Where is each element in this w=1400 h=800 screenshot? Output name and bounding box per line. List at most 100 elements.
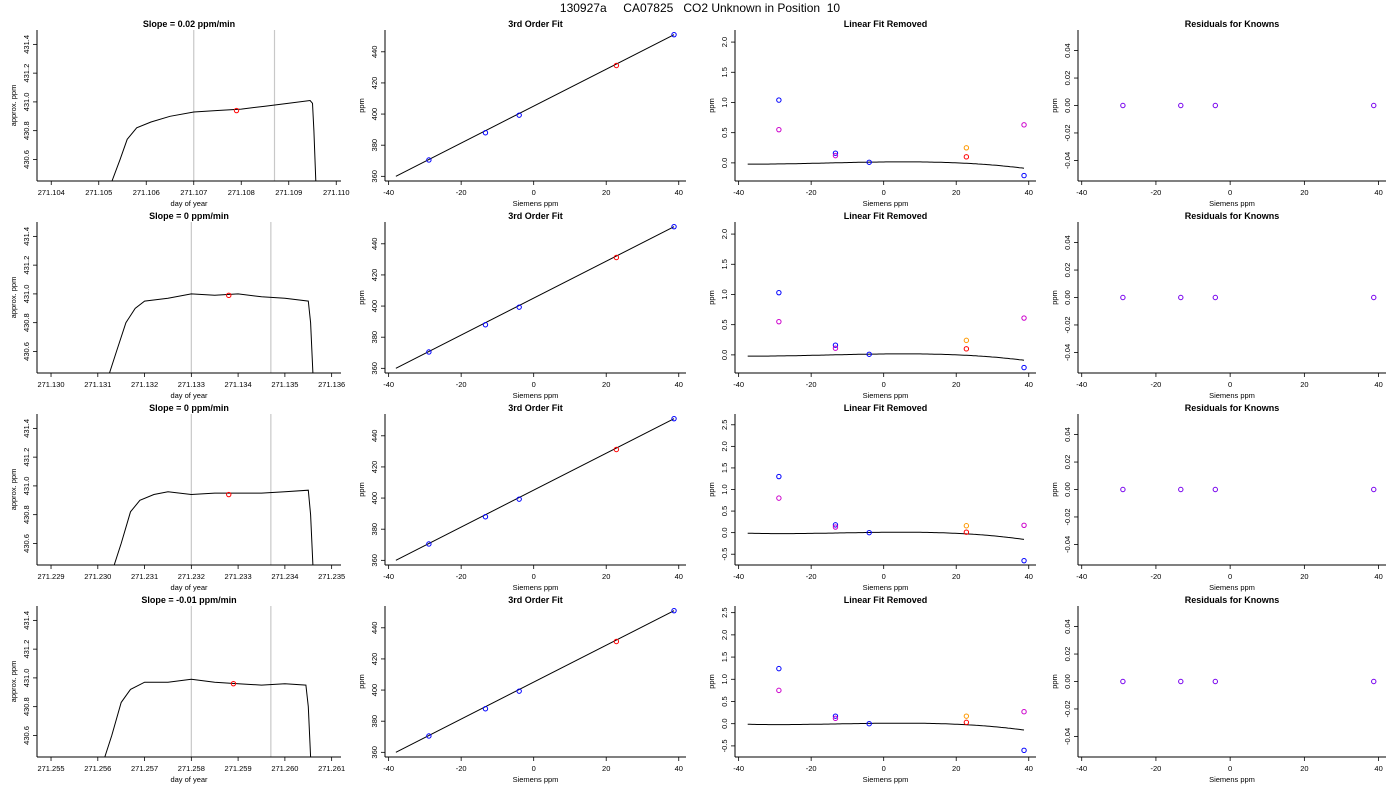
x-tick-label: 271.104: [38, 188, 65, 197]
y-tick-label: 431.4: [22, 611, 31, 630]
data-point: [426, 733, 432, 739]
data-point: [1371, 486, 1377, 493]
data-point: [613, 638, 620, 645]
panel-r4-c4: Residuals for Knowns -40 -20 0 20 40 Siemens p…: [1050, 595, 1386, 784]
x-tick-label: 20: [1300, 764, 1308, 773]
data-point: [963, 719, 970, 726]
data-point: [1021, 122, 1027, 128]
fit-line: [395, 610, 675, 753]
panel-title: Slope = 0 ppm/min: [149, 403, 229, 413]
y-tick-label: 0.5: [720, 319, 729, 329]
data-point: [1371, 102, 1377, 109]
x-axis-label: Siemens ppm: [1209, 391, 1255, 400]
y-tick-label: 0.02: [1063, 263, 1072, 278]
data-point: [832, 713, 839, 719]
y-axis-label: ppm: [1050, 290, 1059, 305]
x-tick-label: 20: [1300, 572, 1308, 581]
y-tick-label: 1.5: [720, 652, 729, 662]
x-tick-label: 271.131: [84, 380, 111, 389]
x-tick-label: 40: [1025, 188, 1033, 197]
data-point: [776, 289, 782, 296]
data-point: [1178, 294, 1184, 301]
data-point: [613, 446, 620, 453]
y-tick-label: -0.02: [1063, 508, 1072, 525]
y-axis-label: approx. ppm: [9, 469, 18, 511]
y-tick-label: 0.00: [1063, 674, 1072, 689]
panel-title: Slope = 0.02 ppm/min: [143, 19, 235, 29]
x-tick-label: 0: [532, 764, 536, 773]
y-tick-label: 430.8: [22, 313, 31, 332]
plot-area: [1120, 678, 1377, 685]
y-tick-label: 431.4: [22, 227, 31, 246]
y-tick-label: 1.5: [720, 67, 729, 77]
y-axis-label: ppm: [357, 482, 366, 497]
y-tick-label: 0.04: [1063, 235, 1072, 250]
x-tick-label: 0: [882, 764, 886, 773]
data-point: [1212, 102, 1219, 109]
x-axis-label: day of year: [170, 391, 208, 400]
y-tick-label: 420: [370, 77, 379, 90]
y-tick-label: 1.5: [720, 259, 729, 269]
panel-r3-c2: 3rd Order Fit -40 -20 0 20 40 Siemens ppm 360 38…: [357, 403, 686, 592]
y-tick-label: -0.04: [1063, 536, 1072, 553]
plot-area: [747, 665, 1027, 754]
data-point: [776, 495, 782, 501]
y-tick-label: 431.2: [22, 640, 31, 659]
data-point: [671, 31, 677, 38]
y-tick-label: 430.8: [22, 697, 31, 716]
data-point: [482, 706, 489, 712]
plot-area: [109, 222, 314, 373]
y-tick-label: 431.0: [22, 285, 31, 304]
data-point: [1371, 678, 1377, 685]
fit-line: [395, 34, 675, 177]
y-tick-label: 380: [370, 523, 379, 536]
fit-curve: [747, 161, 1025, 169]
x-tick-label: -40: [383, 188, 394, 197]
x-tick-label: 40: [1025, 572, 1033, 581]
y-tick-label: 430.6: [22, 150, 31, 169]
x-axis-label: day of year: [170, 775, 208, 784]
y-tick-label: 431.0: [22, 477, 31, 496]
panel-r4-c2: 3rd Order Fit -40 -20 0 20 40 Siemens ppm 360 38…: [357, 595, 686, 784]
data-point: [1120, 486, 1126, 493]
x-tick-label: 0: [532, 380, 536, 389]
data-point: [671, 607, 677, 614]
data-point: [776, 97, 782, 103]
data-point: [516, 688, 522, 694]
y-axis-label: ppm: [1050, 482, 1059, 497]
y-axis-label: ppm: [1050, 98, 1059, 113]
x-tick-label: -20: [456, 764, 467, 773]
y-tick-label: 420: [370, 269, 379, 282]
y-tick-label: 431.0: [22, 93, 31, 112]
y-tick-label: 1.5: [720, 463, 729, 473]
y-tick-label: 360: [370, 554, 379, 567]
data-point: [832, 150, 839, 156]
y-tick-label: 0.0: [720, 527, 729, 537]
x-tick-label: 271.109: [275, 188, 302, 197]
y-tick-label: 400: [370, 300, 379, 313]
x-tick-label: -20: [806, 764, 817, 773]
data-point: [516, 112, 522, 118]
y-tick-label: 380: [370, 331, 379, 344]
y-tick-label: 430.6: [22, 726, 31, 745]
y-tick-label: 400: [370, 108, 379, 121]
y-axis-label: ppm: [707, 290, 716, 305]
y-tick-label: 430.6: [22, 534, 31, 553]
data-point: [1212, 678, 1219, 685]
data-point: [963, 713, 970, 719]
data-point: [866, 720, 872, 727]
y-tick-label: 1.0: [720, 97, 729, 107]
co2-trace: [113, 489, 314, 565]
plot-area: [1120, 294, 1377, 301]
y-tick-label: 0.5: [720, 506, 729, 516]
y-axis-label: ppm: [357, 98, 366, 113]
y-tick-label: 431.4: [22, 419, 31, 438]
panel-r2-c1: Slope = 0 ppm/min 271.130 271.131 271.132 27…: [9, 211, 345, 400]
y-tick-label: 2.0: [720, 229, 729, 239]
y-tick-label: 2.0: [720, 441, 729, 451]
fit-line: [395, 226, 675, 369]
y-tick-label: 0.02: [1063, 71, 1072, 86]
plot-area: [747, 97, 1027, 179]
panel-title: 3rd Order Fit: [508, 211, 563, 221]
